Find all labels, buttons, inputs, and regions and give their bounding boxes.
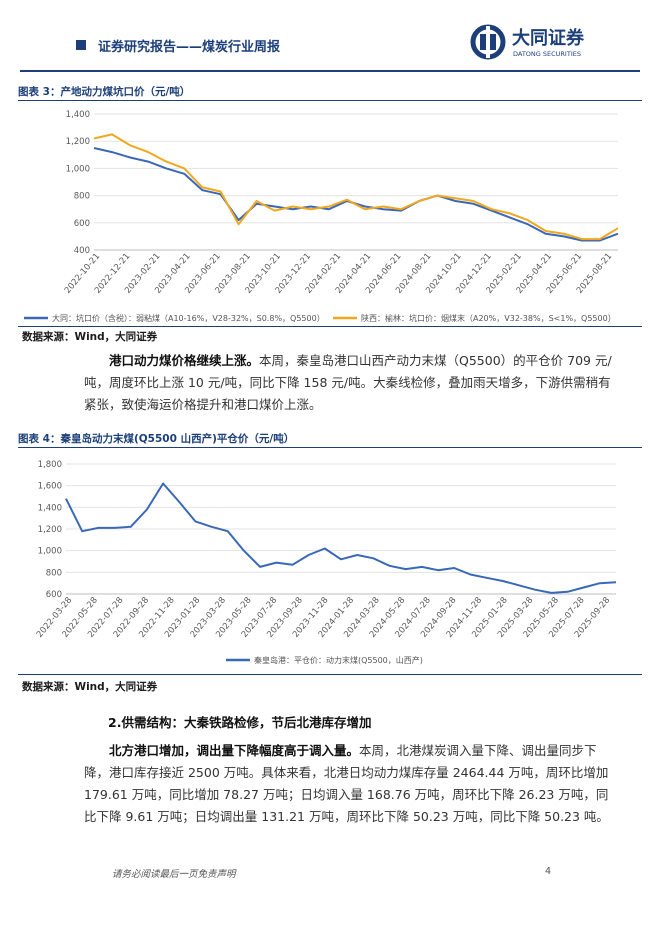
logo-en-text: DATONG SECURITIES bbox=[513, 50, 581, 58]
figure3-top-rule bbox=[18, 100, 642, 101]
y-tick-label: 1,200 bbox=[38, 525, 62, 535]
datong-securities-logo: 大同证券 DATONG SECURITIES bbox=[468, 22, 608, 66]
header-divider bbox=[20, 70, 640, 72]
y-tick-label: 1,200 bbox=[66, 137, 90, 147]
y-tick-label: 1,000 bbox=[38, 547, 62, 557]
page-number: 4 bbox=[545, 866, 552, 877]
section2-heading: 2.供需结构：大秦铁路检修，节后北港库存增加 bbox=[108, 715, 372, 730]
y-tick-label: 600 bbox=[74, 219, 90, 229]
series-line-1 bbox=[93, 133, 619, 241]
figure3-source: 数据来源：Wind，大同证券 bbox=[22, 331, 158, 343]
disclaimer-note: 请务必阅读最后一页免责声明 bbox=[112, 869, 236, 880]
figure4-top-rule bbox=[18, 447, 642, 448]
logo-mark-icon: 大同证券 DATONG SECURITIES bbox=[470, 24, 585, 60]
report-header-title: 证券研究报告——煤炭行业周报 bbox=[98, 40, 281, 55]
paragraph-port-inventory-lead: 北方港口增加，调出量下降幅度高于调入量。 bbox=[109, 743, 360, 758]
y-tick-label: 600 bbox=[46, 590, 62, 600]
y-tick-label: 400 bbox=[74, 246, 90, 256]
figure4-bottom-rule bbox=[18, 674, 642, 675]
y-tick-label: 800 bbox=[74, 192, 90, 202]
figure4-title: 图表 4：秦皇岛动力末煤(Q5500 山西产)平仓价（元/吨） bbox=[18, 433, 295, 445]
y-tick-label: 1,400 bbox=[66, 110, 90, 120]
paragraph-port-price-lead: 港口动力煤价格继续上涨。 bbox=[109, 353, 260, 368]
y-tick-label: 800 bbox=[46, 568, 62, 578]
paragraph-port-price: 港口动力煤价格继续上涨。本周，秦皇岛港口山西产动力末煤（Q5500）的平仓价 7… bbox=[84, 350, 616, 416]
y-tick-label: 1,800 bbox=[38, 460, 62, 470]
y-tick-label: 1,400 bbox=[38, 503, 62, 513]
figure3-bottom-rule bbox=[18, 326, 642, 327]
figure3-title: 图表 3：产地动力煤坑口价（元/吨） bbox=[18, 86, 191, 98]
legend-label-yulin: 陕西：榆林：坑口价：烟煤末（A20%，V32-38%，S<1%，Q5500） bbox=[361, 313, 616, 323]
paragraph-port-price-body: 本周，秦皇岛港口山西产动力末煤（Q5500）的平仓价 709 元/吨，周度环比上… bbox=[84, 353, 612, 412]
series-line-0 bbox=[65, 482, 617, 594]
logo-cn-text: 大同证券 bbox=[512, 27, 585, 49]
y-tick-label: 1,600 bbox=[38, 482, 62, 492]
legend-label-datong: 大同：坑口价（含税）：弱粘煤（A10-16%，V28-32%，S0.8%，Q55… bbox=[52, 313, 325, 323]
paragraph-port-inventory-body: 本周，北港煤炭调入量下降、调出量同步下降，港口库存接近 2500 万吨。具体来看… bbox=[84, 743, 609, 824]
paragraph-port-inventory: 北方港口增加，调出量下降幅度高于调入量。本周，北港煤炭调入量下降、调出量同步下降… bbox=[84, 740, 616, 828]
header-marker bbox=[76, 40, 86, 50]
y-tick-label: 1,000 bbox=[66, 164, 90, 174]
figure4-source: 数据来源：Wind，大同证券 bbox=[22, 681, 158, 693]
legend-label-qhd: 秦皇岛港：平仓价：动力末煤(Q5500，山西产) bbox=[254, 655, 423, 665]
